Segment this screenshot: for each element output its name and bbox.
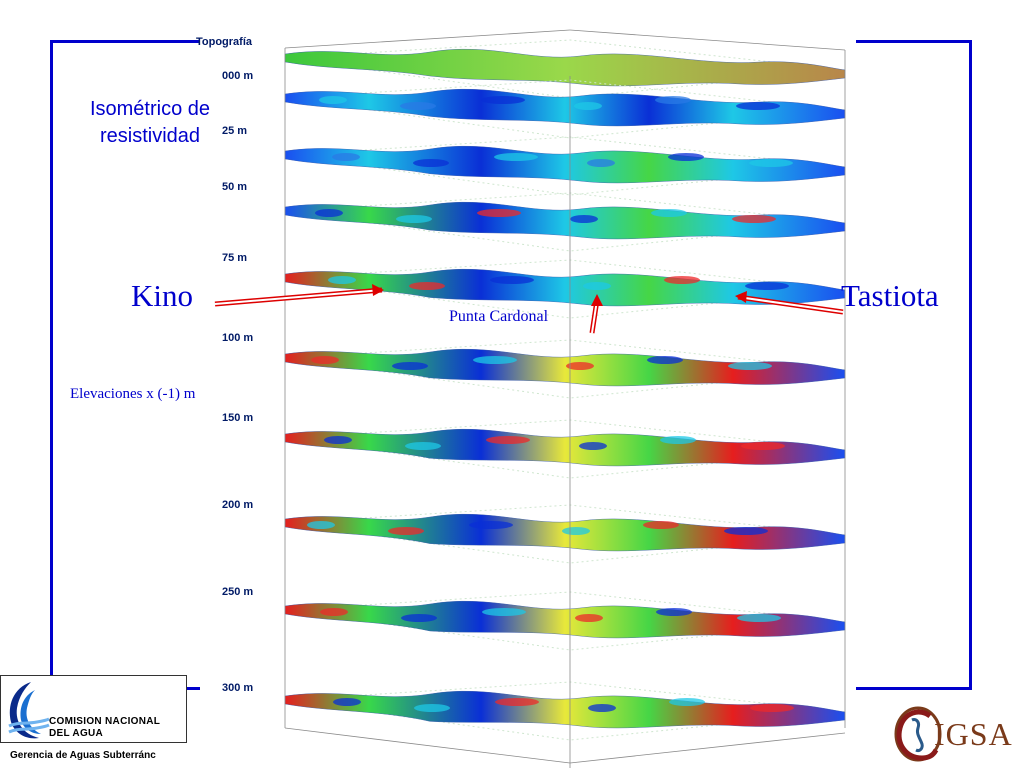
resistivity-blob	[414, 704, 450, 712]
depth-label-item: 25 m	[222, 125, 248, 137]
resistivity-blob	[405, 442, 441, 450]
resistivity-blob	[588, 704, 616, 712]
box-edge	[284, 29, 571, 49]
punta-cardonal-label: Punta Cardonal	[449, 308, 549, 325]
isometric-layers-svg	[284, 29, 846, 768]
cna-logo: COMISION NACIONAL DEL AGUA	[0, 675, 187, 743]
resistivity-blob	[396, 215, 432, 223]
resistivity-blob	[570, 215, 598, 223]
elevation-note: Elevaciones x (-1) m	[70, 386, 196, 402]
resistivity-blob	[494, 153, 538, 161]
gerencia-label: Gerencia de Aguas Subterránc	[10, 750, 156, 761]
resistivity-blob	[486, 436, 530, 444]
depth-label-item: 000 m	[222, 70, 254, 82]
layer-grid-outline	[284, 504, 846, 564]
resistivity-blob	[566, 362, 594, 370]
layer-grid-outline	[284, 419, 846, 479]
kino-label: Kino	[131, 278, 193, 313]
box-edge	[569, 29, 846, 51]
resistivity-blob	[409, 282, 445, 290]
resistivity-blob	[469, 521, 513, 529]
resistivity-blob	[737, 614, 781, 622]
depth-label-item: 200 m	[222, 499, 254, 511]
depth-label-item: 75 m	[222, 252, 248, 264]
depth-label-item: 50 m	[222, 181, 248, 193]
cigsa-logo: IGSA	[890, 702, 1020, 764]
resistivity-blob	[332, 153, 360, 161]
resistivity-blob	[732, 215, 776, 223]
figure-title: Isométrico de resistividad	[89, 98, 211, 147]
cigsa-emblem-icon	[894, 706, 942, 762]
resistivity-blob	[495, 698, 539, 706]
resistivity-blob	[655, 96, 691, 104]
layer-grid-outline	[284, 681, 846, 741]
resistivity-blob	[400, 102, 436, 110]
resistivity-blob	[750, 704, 794, 712]
resistivity-blob	[482, 608, 526, 616]
tastiota-label: Tastiota	[841, 278, 939, 313]
depth-label-item: 250 m	[222, 586, 254, 598]
resistivity-blob	[401, 614, 437, 622]
resistivity-blob	[668, 153, 704, 161]
resistivity-blob	[413, 159, 449, 167]
cna-name-line2: DEL AGUA	[49, 728, 104, 739]
resistivity-blob	[736, 102, 780, 110]
resistivity-blob	[575, 614, 603, 622]
resistivity-blob	[388, 527, 424, 535]
box-edge	[569, 732, 846, 764]
resistivity-blob	[481, 96, 525, 104]
cna-name-line1: COMISION NACIONAL	[49, 716, 161, 727]
resistivity-blob	[656, 608, 692, 616]
resistivity-blob	[562, 527, 590, 535]
kino-arrow	[214, 284, 384, 307]
resistivity-blob	[324, 436, 352, 444]
resistivity-blob	[643, 521, 679, 529]
resistivity-blob	[669, 698, 705, 706]
resistivity-blob	[664, 276, 700, 284]
depth-label-item: 150 m	[222, 412, 254, 424]
cigsa-wordmark: IGSA	[934, 716, 1013, 752]
resistivity-blob	[574, 102, 602, 110]
resistivity-blob	[319, 96, 347, 104]
resistivity-blob	[583, 282, 611, 290]
box-edge	[284, 727, 571, 764]
resistivity-blob	[749, 159, 793, 167]
layer-grid-outline	[284, 79, 846, 139]
layer-grid-outline	[284, 192, 846, 252]
resistivity-blob	[320, 608, 348, 616]
resistivity-blob	[660, 436, 696, 444]
tastiota-arrow	[735, 291, 844, 315]
resistivity-blob	[741, 442, 785, 450]
resistivity-blob	[647, 356, 683, 364]
resistivity-blob	[328, 276, 356, 284]
resistivity-blob	[333, 698, 361, 706]
isometric-figure	[200, 28, 856, 768]
resistivity-blob	[587, 159, 615, 167]
resistivity-blob	[315, 209, 343, 217]
resistivity-blob	[579, 442, 607, 450]
punta-cardonal-arrow	[589, 294, 603, 334]
depth-label-item: 300 m	[222, 682, 254, 694]
resistivity-blob	[473, 356, 517, 364]
resistivity-blob	[392, 362, 428, 370]
layer-grid-outline	[284, 259, 846, 319]
layer-grid-outline	[284, 39, 846, 99]
resistivity-blob	[307, 521, 335, 529]
layer-grid-outline	[284, 339, 846, 399]
resistivity-blob	[724, 527, 768, 535]
resistivity-blob	[311, 356, 339, 364]
layer-grid-outline	[284, 136, 846, 196]
resistivity-blob	[651, 209, 687, 217]
resistivity-blob	[490, 276, 534, 284]
depth-label-item: 100 m	[222, 332, 254, 344]
resistivity-blob	[477, 209, 521, 217]
cna-emblem-icon	[8, 682, 50, 739]
resistivity-blob	[728, 362, 772, 370]
resistivity-blob	[745, 282, 789, 290]
topography-label: Topografía	[196, 36, 253, 48]
layer-grid-outline	[284, 591, 846, 651]
